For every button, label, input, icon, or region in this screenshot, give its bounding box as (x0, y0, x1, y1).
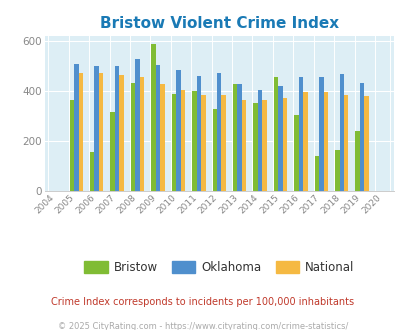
Bar (196, 76, 200, 191)
Bar (139, 77, 144, 191)
Bar (282, 98, 286, 191)
Bar (298, 77, 303, 191)
Bar (180, 90, 185, 191)
Bar (94, 66, 99, 191)
Bar (237, 84, 241, 191)
Bar (323, 92, 327, 191)
Text: © 2025 CityRating.com - https://www.cityrating.com/crime-statistics/: © 2025 CityRating.com - https://www.city… (58, 322, 347, 330)
Bar (135, 59, 139, 191)
Bar (160, 84, 164, 191)
Bar (212, 109, 216, 191)
Bar (176, 70, 180, 191)
Bar (119, 75, 124, 191)
Text: Crime Index corresponds to incidents per 100,000 inhabitants: Crime Index corresponds to incidents per… (51, 297, 354, 307)
Bar (277, 86, 282, 191)
Bar (171, 94, 176, 191)
Bar (273, 77, 277, 191)
Bar (110, 112, 115, 191)
Bar (130, 82, 135, 191)
Bar (364, 96, 368, 191)
Bar (232, 84, 237, 191)
Bar (115, 66, 119, 191)
Bar (221, 95, 226, 191)
Bar (303, 92, 307, 191)
Bar (156, 65, 160, 191)
Bar (69, 100, 74, 191)
Bar (257, 90, 262, 191)
Bar (192, 91, 196, 191)
Bar (241, 100, 246, 191)
Bar (318, 77, 323, 191)
Bar (294, 115, 298, 191)
Bar (253, 103, 257, 191)
Bar (99, 73, 103, 191)
Bar (216, 73, 221, 191)
Bar (339, 74, 343, 191)
Bar (151, 44, 156, 191)
Bar (354, 131, 359, 191)
Bar (262, 100, 266, 191)
Legend: Bristow, Oklahoma, National: Bristow, Oklahoma, National (79, 256, 358, 279)
Bar (74, 64, 78, 191)
Bar (343, 95, 347, 191)
Bar (200, 95, 205, 191)
Bar (78, 73, 83, 191)
Bar (334, 150, 339, 191)
Bar (314, 156, 318, 191)
Title: Bristow Violent Crime Index: Bristow Violent Crime Index (100, 16, 338, 31)
Bar (90, 152, 94, 191)
Bar (359, 83, 364, 191)
